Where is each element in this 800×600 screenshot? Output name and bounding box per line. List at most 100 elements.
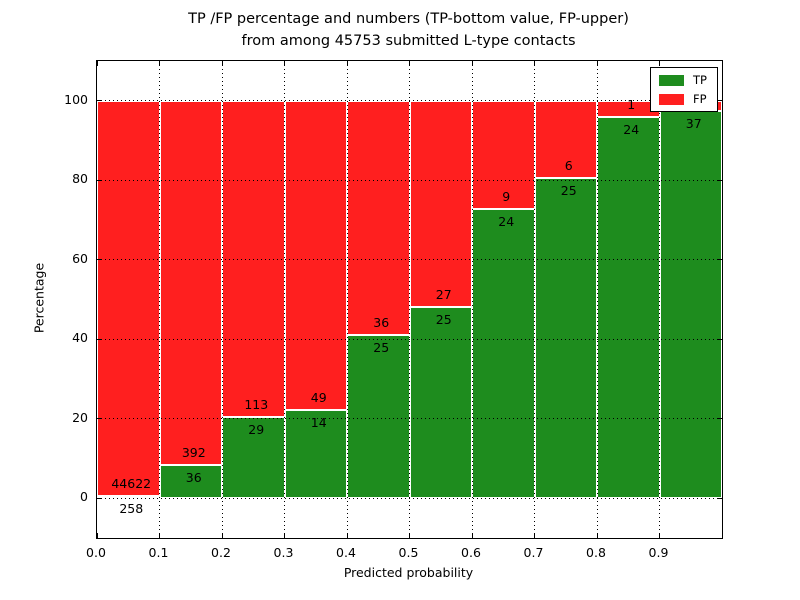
gridline-v-8	[596, 61, 598, 538]
bar-tp-count-label-1: 36	[185, 469, 202, 485]
y-tick-left-80	[97, 179, 102, 181]
x-tick-top-9	[659, 61, 660, 66]
bar-tp-segment-5	[409, 307, 472, 499]
y-tick-left-60	[97, 259, 102, 261]
bar-fp-segment-3	[284, 100, 347, 410]
y-tick-label-20: 20	[72, 409, 88, 425]
x-tick-top-5	[409, 61, 410, 66]
x-tick-bottom-1	[159, 533, 160, 538]
y-tick-left-100	[97, 100, 102, 102]
bar-fp-segment-1	[159, 100, 222, 465]
chart-title-line2: from among 45753 submitted L-type contac…	[241, 33, 576, 49]
legend-swatch-tp-icon	[659, 74, 685, 86]
bar-fp-count-label-0: 44622	[111, 475, 152, 491]
x-tick-top-10	[721, 61, 723, 66]
legend-label-fp: FP	[693, 92, 707, 106]
x-tick-top-3	[284, 61, 285, 66]
y-tick-right-0	[717, 497, 722, 499]
x-tick-label-0.6: 0.6	[461, 545, 481, 560]
x-tick-top-2	[221, 61, 223, 66]
legend-label-tp: TP	[693, 73, 707, 87]
y-tick-right-60	[717, 259, 722, 261]
bar-fp-segment-7	[534, 100, 597, 178]
bar-tp-count-label-3: 14	[310, 414, 327, 430]
gridline-v-1	[159, 61, 160, 538]
bar-fp-count-label-4: 36	[373, 315, 390, 331]
bar-tp-segment-7	[534, 177, 597, 499]
x-tick-label-0.8: 0.8	[586, 545, 606, 560]
x-tick-bottom-3	[284, 533, 285, 538]
x-tick-label-0.4: 0.4	[336, 545, 356, 560]
x-tick-label-0.2: 0.2	[211, 545, 231, 560]
bar-tp-count-label-0: 258	[119, 500, 144, 516]
y-tick-left-20	[97, 418, 102, 420]
y-tick-label-40: 40	[72, 330, 88, 346]
chart-title-line1: TP /FP percentage and numbers (TP-bottom…	[188, 11, 629, 27]
bar-tp-segment-6	[472, 209, 535, 499]
x-tick-bottom-5	[409, 533, 410, 538]
x-tick-bottom-0	[96, 533, 98, 538]
bar-fp-count-label-5: 27	[435, 287, 452, 303]
x-tick-label-0.5: 0.5	[398, 545, 419, 560]
y-tick-right-100	[717, 100, 722, 102]
bar-tp-count-label-5: 25	[435, 312, 452, 328]
gridline-v-6	[471, 61, 473, 538]
bar-fp-segment-5	[409, 100, 472, 308]
x-tick-bottom-6	[471, 533, 473, 538]
legend-entry-tp: TP	[659, 73, 707, 87]
chart-title: TP /FP percentage and numbers (TP-bottom…	[96, 8, 721, 52]
y-tick-left-0	[97, 497, 102, 499]
bar-tp-count-label-8: 24	[623, 121, 640, 137]
x-tick-bottom-7	[534, 533, 535, 538]
x-tick-top-4	[346, 61, 348, 66]
x-tick-bottom-8	[596, 533, 598, 538]
bar-tp-count-label-2: 29	[248, 422, 265, 438]
y-tick-label-100: 100	[64, 91, 88, 107]
bar-tp-segment-8	[597, 116, 660, 499]
legend-entry-fp: FP	[659, 92, 707, 106]
bar-fp-count-label-8: 1	[627, 96, 636, 112]
y-tick-label-80: 80	[72, 171, 88, 187]
bar-fp-segment-0	[97, 100, 160, 496]
y-tick-label-60: 60	[72, 250, 88, 266]
legend-swatch-fp-icon	[659, 93, 685, 105]
bar-fp-count-label-3: 49	[310, 389, 327, 405]
x-tick-top-7	[534, 61, 535, 66]
x-tick-top-8	[596, 61, 598, 66]
y-tick-right-80	[717, 179, 722, 181]
bar-fp-count-label-7: 6	[564, 157, 573, 173]
bar-tp-segment-9	[659, 111, 722, 499]
gridline-v-3	[284, 61, 285, 538]
x-tick-bottom-2	[221, 533, 223, 538]
bar-tp-count-label-9: 37	[685, 116, 702, 132]
x-tick-bottom-10	[721, 533, 723, 538]
x-tick-top-1	[159, 61, 160, 66]
legend: TP FP	[650, 67, 718, 112]
x-tick-bottom-9	[659, 533, 660, 538]
y-tick-right-20	[717, 418, 722, 420]
gridline-v-4	[346, 61, 348, 538]
y-tick-right-40	[717, 338, 722, 340]
bar-fp-count-label-2: 113	[244, 397, 269, 413]
y-tick-label-0: 0	[80, 489, 88, 505]
bar-fp-count-label-6: 9	[502, 189, 511, 205]
gridline-v-5	[409, 61, 410, 538]
x-tick-top-6	[471, 61, 473, 66]
plot-area: TP FP 44622 258 392 36 113 29 49 14 36 25 27 25 9 24 6 2…	[96, 60, 723, 539]
bar-fp-count-label-1: 392	[181, 444, 206, 460]
x-tick-bottom-4	[346, 533, 348, 538]
gridline-v-9	[659, 61, 660, 538]
gridline-v-2	[221, 61, 223, 538]
y-tick-left-40	[97, 338, 102, 340]
gridline-v-7	[534, 61, 535, 538]
x-tick-label-0.3: 0.3	[273, 545, 294, 560]
bar-tp-count-label-6: 24	[498, 214, 515, 230]
x-tick-label-0.7: 0.7	[523, 545, 544, 560]
bar-tp-count-label-4: 25	[373, 340, 390, 356]
x-axis-label: Predicted probability	[343, 565, 474, 580]
bar-tp-count-label-7: 25	[560, 182, 577, 198]
x-tick-label-0.9: 0.9	[648, 545, 669, 560]
bar-tp-segment-4	[347, 335, 410, 499]
bar-fp-segment-4	[347, 100, 410, 336]
